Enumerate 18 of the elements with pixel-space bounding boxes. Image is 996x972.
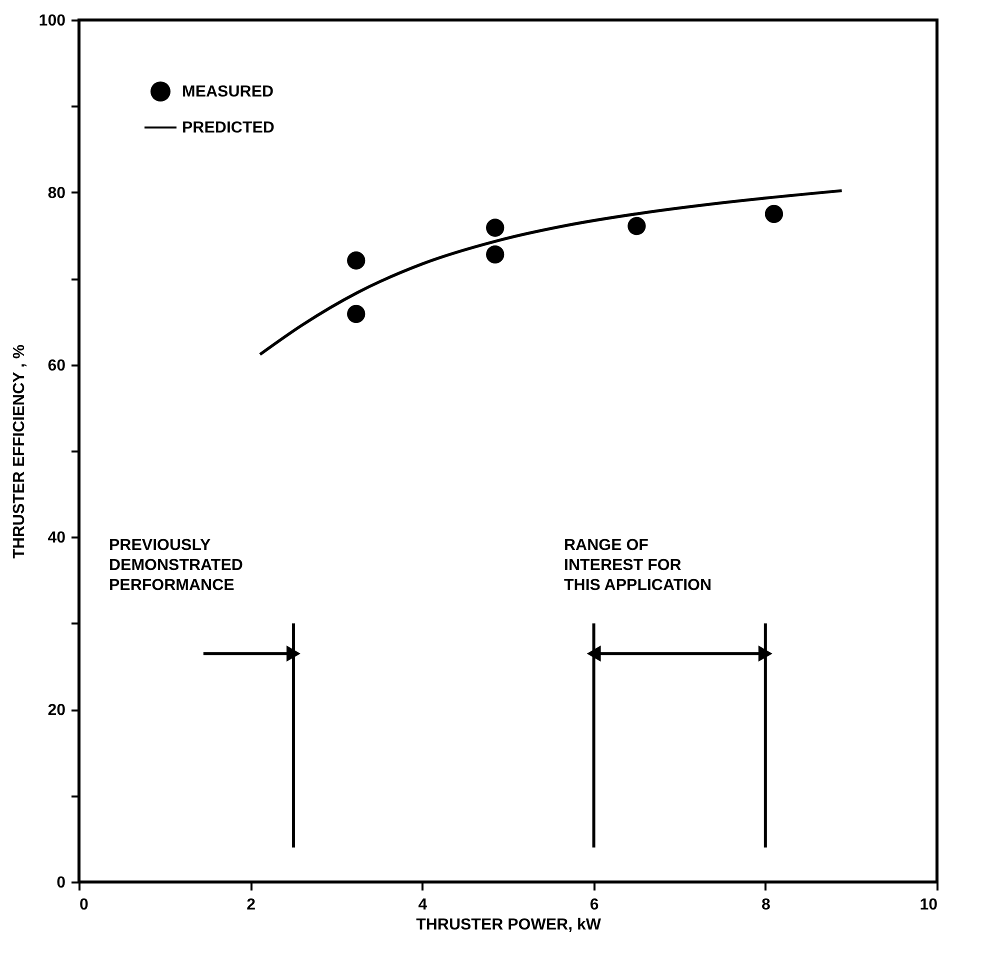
x-tick-label: 10 — [920, 896, 938, 914]
legend-label: MEASURED — [182, 84, 274, 100]
x-axis-title: THRUSTER POWER, kW — [416, 916, 602, 934]
y-tick-label: 20 — [48, 702, 66, 720]
x-tick-label: 2 — [246, 896, 256, 914]
legend-label: PREDICTED — [182, 120, 274, 136]
annotation: RANGE OF INTEREST FOR THIS APPLICATION — [564, 537, 712, 594]
y-tick-label: 60 — [48, 357, 66, 374]
x-tick-label: 8 — [761, 896, 770, 914]
x-tick-label: 6 — [590, 896, 599, 914]
x-tick-label: 4 — [418, 896, 428, 914]
y-tick-label: 40 — [48, 530, 66, 547]
y-tick-label: 0 — [56, 874, 66, 892]
x-tick-label: 0 — [80, 896, 88, 914]
y-tick-label: 100 — [38, 12, 66, 30]
y-tick-label: 80 — [48, 184, 66, 202]
annotation: PREVIOUSLY DEMONSTRATED PERFORMANCE — [109, 537, 243, 594]
y-axis-title: THRUSTER EFFICIENCY , % — [10, 344, 28, 558]
